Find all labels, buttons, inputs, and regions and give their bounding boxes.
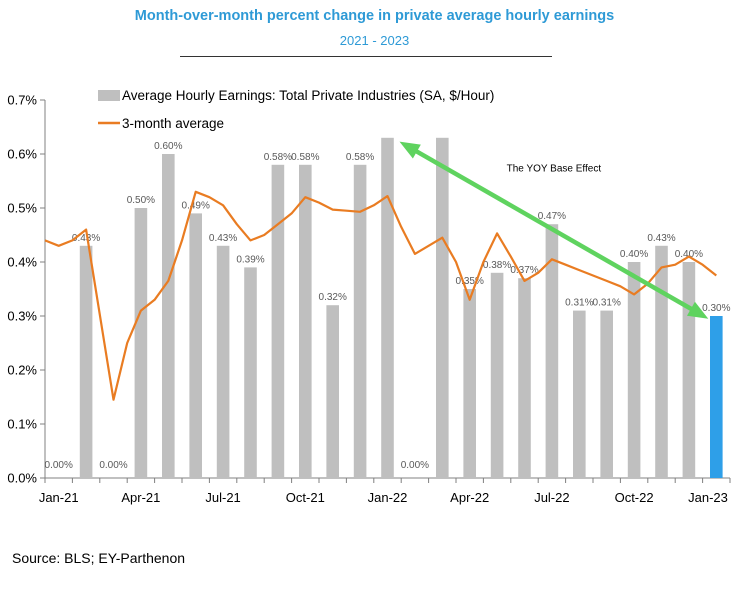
bar-data-label: 0.35% bbox=[456, 276, 484, 287]
x-tick-label: Jan-21 bbox=[39, 490, 79, 505]
bar-data-label: 0.43% bbox=[647, 233, 675, 244]
bar bbox=[298, 164, 312, 479]
bar bbox=[600, 310, 614, 478]
annotation: The YOY Base Effect bbox=[399, 141, 709, 319]
legend-swatch-bar bbox=[98, 90, 120, 101]
bar-data-label: 0.60% bbox=[154, 141, 182, 152]
y-tick-label: 0.7% bbox=[7, 93, 37, 108]
x-tick-label: Jul-22 bbox=[534, 490, 569, 505]
y-tick-label: 0.6% bbox=[7, 147, 37, 162]
legend-label-bar: Average Hourly Earnings: Total Private I… bbox=[122, 88, 494, 103]
bar-data-label: 0.00% bbox=[45, 460, 73, 471]
bar bbox=[216, 245, 230, 478]
line-3-month-average bbox=[44, 190, 717, 401]
y-tick-label: 0.5% bbox=[7, 201, 37, 216]
bar-data-label: 0.30% bbox=[702, 303, 730, 314]
bar-data-labels: 0.00% 0.43% 0.00% 0.50% 0.60% 0.49% 0.43% 0.39%… bbox=[45, 141, 731, 471]
bar bbox=[326, 305, 340, 478]
bar bbox=[134, 208, 148, 478]
bar bbox=[490, 272, 504, 478]
bar-data-label: 0.43% bbox=[72, 233, 100, 244]
annotation-arrowhead-end bbox=[686, 301, 709, 319]
source-note: Source: BLS; EY-Parthenon bbox=[12, 550, 186, 566]
bar-data-label: 0.00% bbox=[99, 460, 127, 471]
bar-data-label: 0.32% bbox=[319, 292, 347, 303]
y-tick-label: 0.1% bbox=[7, 417, 37, 432]
bar bbox=[572, 310, 586, 478]
bar-series bbox=[79, 137, 723, 479]
x-tick-label: Oct-22 bbox=[615, 490, 654, 505]
bar-data-label: 0.31% bbox=[565, 298, 593, 309]
bar bbox=[244, 267, 257, 478]
bar bbox=[682, 262, 696, 478]
bar-data-label: 0.50% bbox=[127, 195, 155, 206]
bar bbox=[545, 224, 559, 478]
bar-data-label: 0.58% bbox=[346, 152, 374, 163]
bar-highlight bbox=[709, 316, 723, 478]
bar bbox=[627, 262, 641, 478]
x-tick-label: Apr-22 bbox=[450, 490, 489, 505]
bar bbox=[161, 154, 175, 478]
annotation-arrowhead-start bbox=[399, 141, 421, 159]
annotation-text: The YOY Base Effect bbox=[507, 163, 602, 174]
x-tick-label: Jul-21 bbox=[205, 490, 240, 505]
y-tick-label: 0.3% bbox=[7, 309, 37, 324]
bar-data-label: 0.40% bbox=[675, 249, 703, 260]
bar-data-label: 0.58% bbox=[291, 152, 319, 163]
legend-label-line: 3-month average bbox=[122, 116, 224, 131]
x-tick-label: Oct-21 bbox=[286, 490, 325, 505]
bar-line-chart: 0.0% 0.1% 0.2% 0.3% 0.4% 0.5% 0.6% 0.7% Jan-21 A… bbox=[7, 88, 731, 505]
x-tick-label: Apr-21 bbox=[121, 490, 160, 505]
bar-data-label: 0.31% bbox=[593, 298, 621, 309]
y-tick-label: 0.4% bbox=[7, 255, 37, 270]
chart-subtitle: 2021 - 2023 bbox=[339, 33, 410, 48]
y-tick-label: 0.0% bbox=[7, 471, 37, 486]
line-series bbox=[44, 190, 717, 401]
bar-data-label: 0.40% bbox=[620, 249, 648, 260]
bar bbox=[463, 289, 477, 478]
x-tick-label: Jan-22 bbox=[368, 490, 408, 505]
bar bbox=[381, 137, 394, 479]
bar bbox=[353, 164, 367, 479]
x-axis: Jan-21 Apr-21 Jul-21 Oct-21 Jan-22 Apr-22 Jul-… bbox=[39, 477, 731, 505]
title-underline bbox=[180, 56, 552, 57]
bar-data-label: 0.37% bbox=[510, 265, 538, 276]
bar-data-label: 0.58% bbox=[264, 152, 292, 163]
bar-data-label: 0.47% bbox=[538, 211, 566, 222]
x-tick-label: Jan-23 bbox=[688, 490, 728, 505]
bar-data-label: 0.43% bbox=[209, 233, 237, 244]
bar-data-label: 0.38% bbox=[483, 260, 511, 271]
y-axis: 0.0% 0.1% 0.2% 0.3% 0.4% 0.5% 0.6% 0.7% bbox=[7, 93, 46, 486]
bar-data-label: 0.49% bbox=[182, 200, 210, 211]
bar bbox=[435, 137, 449, 479]
y-tick-label: 0.2% bbox=[7, 363, 37, 378]
annotation-arrow-shaft bbox=[412, 147, 696, 313]
bar bbox=[189, 213, 203, 478]
legend: Average Hourly Earnings: Total Private I… bbox=[98, 88, 494, 131]
bar bbox=[518, 278, 531, 478]
bar bbox=[271, 164, 285, 479]
bar-data-label: 0.00% bbox=[401, 460, 429, 471]
bar bbox=[655, 245, 668, 478]
bar bbox=[79, 245, 93, 478]
chart-title: Month-over-month percent change in priva… bbox=[134, 8, 615, 24]
bar-data-label: 0.39% bbox=[236, 254, 264, 265]
